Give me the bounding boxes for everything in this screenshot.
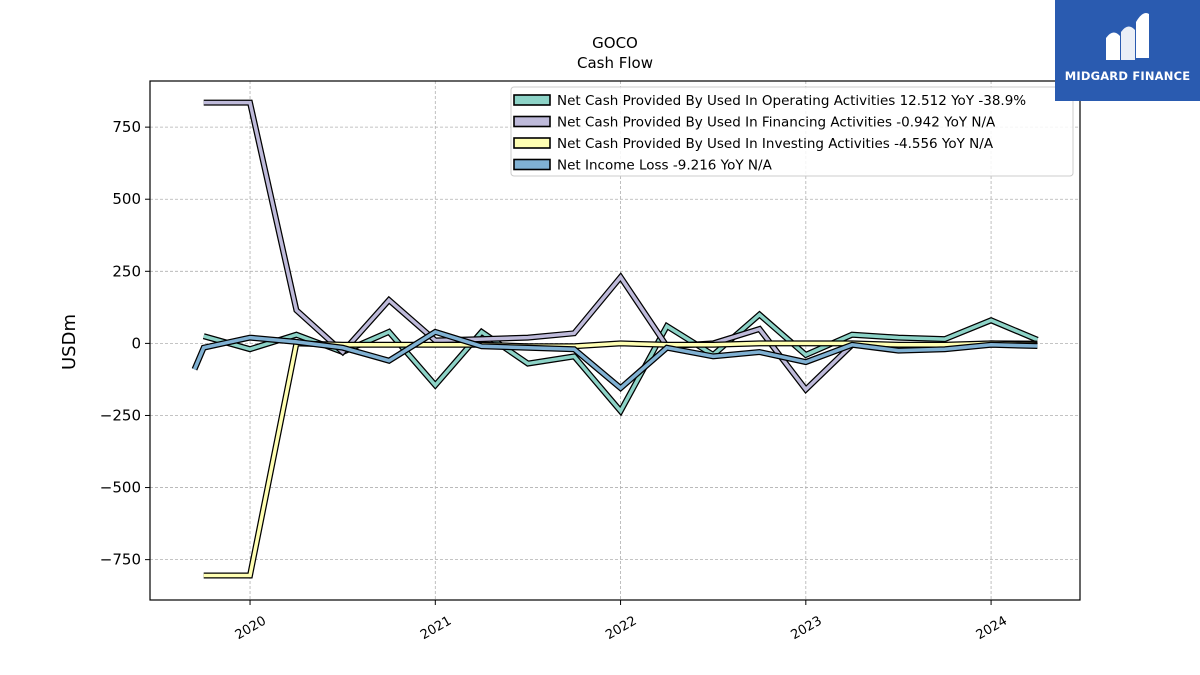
x-tick-label: 2020 [233, 614, 269, 644]
legend-label: Net Cash Provided By Used In Investing A… [557, 136, 994, 152]
plot-frame [149, 80, 1081, 601]
legend-swatch [513, 94, 551, 106]
legend-label: Net Cash Provided By Used In Operating A… [557, 93, 1026, 109]
legend-label: Net Cash Provided By Used In Financing A… [557, 115, 996, 131]
y-axis-ticks: −750 −500 −250 0 250 500 750 [100, 118, 150, 569]
legend-swatch [513, 115, 551, 128]
logo-mark-icon [1106, 13, 1149, 61]
y-tick-label: 500 [112, 190, 141, 208]
legend-swatch [513, 137, 551, 149]
legend-label: Net Income Loss -9.216 YoY N/A [557, 158, 773, 174]
series-line-3 [192, 329, 1038, 391]
x-tick-label: 2023 [788, 614, 824, 644]
midgard-finance-logo: MIDGARD FINANCE [1055, 0, 1200, 101]
y-tick-label: 750 [112, 118, 141, 136]
logo-text: MIDGARD FINANCE [1064, 69, 1191, 83]
x-tick-label: 2021 [418, 614, 454, 644]
chart-title: GOCO [592, 34, 638, 52]
y-tick-label: 250 [112, 262, 141, 280]
y-tick-label: −750 [100, 551, 141, 569]
x-tick-label: 2022 [603, 614, 639, 644]
y-tick-label: −250 [100, 406, 141, 424]
legend-swatch [513, 158, 551, 171]
legend: Net Cash Provided By Used In Operating A… [510, 86, 1074, 177]
chart-subtitle: Cash Flow [577, 54, 653, 72]
x-axis-ticks: 2020 2021 2022 2023 2024 [233, 600, 1010, 643]
legend-box [510, 86, 1074, 177]
y-axis-label: USDm [59, 314, 80, 370]
y-tick-label: 0 [131, 334, 141, 352]
series-lines [191, 99, 1039, 579]
x-tick-label: 2024 [974, 614, 1010, 644]
y-tick-label: −500 [100, 479, 141, 497]
